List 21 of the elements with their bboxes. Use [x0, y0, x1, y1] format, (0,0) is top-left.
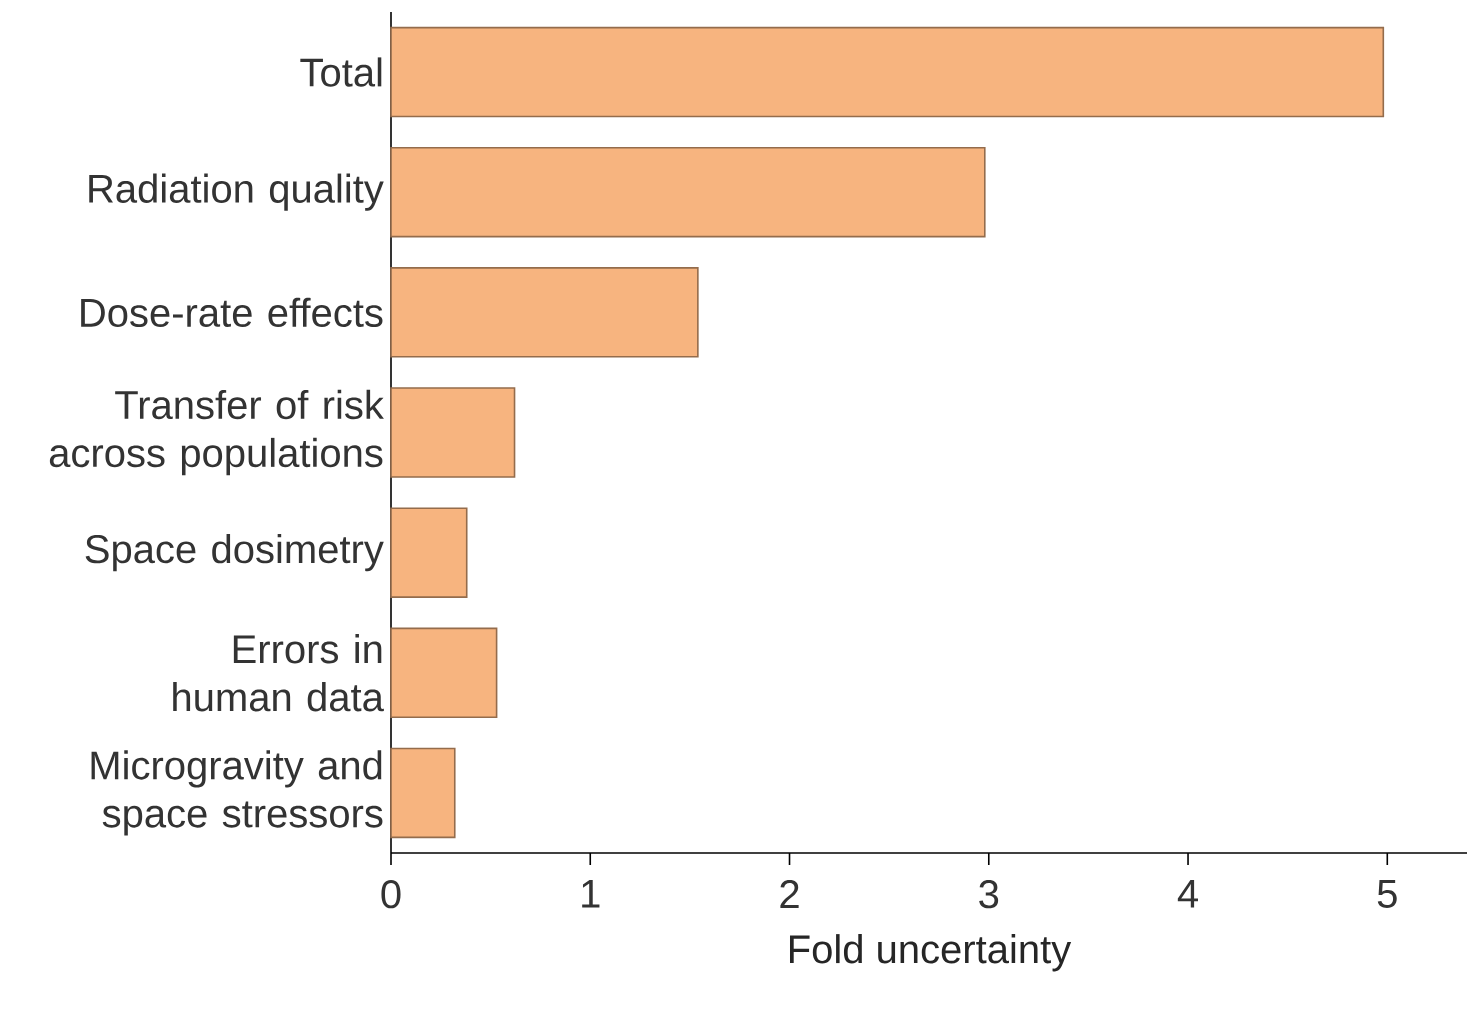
x-tick-label: 5 — [1377, 880, 1397, 908]
bar — [390, 507, 468, 598]
bar — [390, 747, 456, 839]
y-tick-label: Radiation quality — [89, 173, 384, 211]
bar — [390, 146, 986, 238]
bar — [390, 267, 699, 358]
y-tick-label: Errors in human data — [173, 634, 384, 712]
bar — [390, 627, 498, 719]
bar — [390, 26, 1385, 118]
y-tick-label: Total — [300, 57, 382, 87]
x-tick-label: 0 — [381, 880, 401, 909]
y-tick-label: Space dosimetry — [85, 534, 384, 572]
x-axis-title: Fold uncertainty — [790, 934, 1072, 972]
x-tick-label: 1 — [582, 880, 600, 908]
bar — [390, 387, 516, 478]
y-tick-label: Transfer of risk across populations — [49, 389, 384, 476]
x-tick-label: 3 — [979, 880, 999, 909]
x-tick-label: 4 — [1177, 880, 1198, 908]
y-tick-label: Microgravity and space stressors — [91, 750, 383, 836]
x-tick-label: 2 — [780, 880, 799, 908]
y-tick-label: Dose-rate effects — [81, 297, 383, 328]
